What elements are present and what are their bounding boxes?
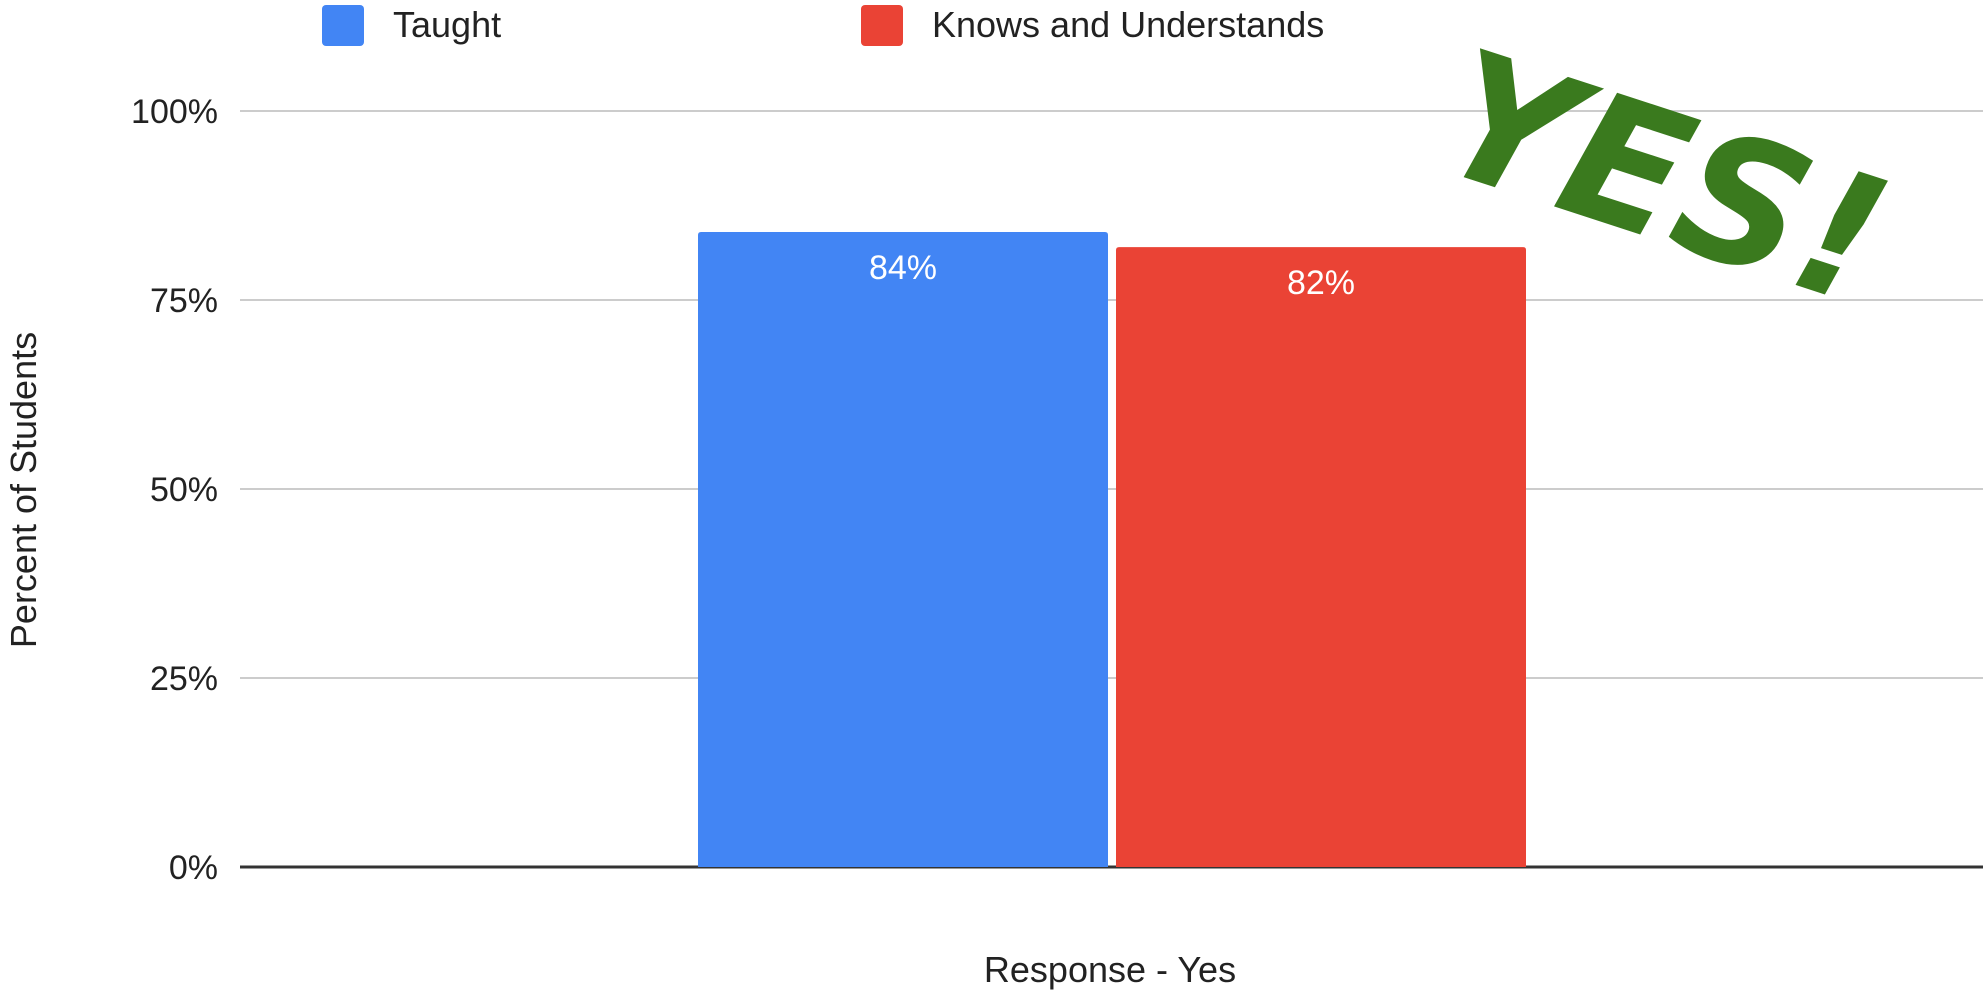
legend-label: Taught — [393, 4, 501, 45]
bar-taught — [698, 231, 1108, 867]
legend-swatch — [861, 5, 903, 46]
bar-value-label: 82% — [1287, 264, 1355, 302]
legend-swatch — [322, 5, 364, 46]
y-axis-ticks: 0% 25% 50% 75% 100% — [131, 93, 218, 887]
bar-knows-and-understands — [1116, 247, 1526, 867]
data-labels: 84% 82% — [869, 249, 1355, 302]
y-tick-label: 0% — [169, 849, 218, 887]
y-axis-title: Percent of Students — [3, 332, 44, 648]
bars — [698, 231, 1526, 867]
y-tick-label: 100% — [131, 93, 218, 131]
x-axis-title: Response - Yes — [984, 949, 1236, 990]
legend-label: Knows and Understands — [932, 4, 1324, 45]
y-tick-label: 25% — [150, 660, 218, 698]
y-tick-label: 75% — [150, 282, 218, 320]
y-tick-label: 50% — [150, 471, 218, 509]
bar-value-label: 84% — [869, 249, 937, 287]
legend: Taught Knows and Understands — [322, 4, 1324, 46]
gridlines — [240, 110, 1983, 869]
